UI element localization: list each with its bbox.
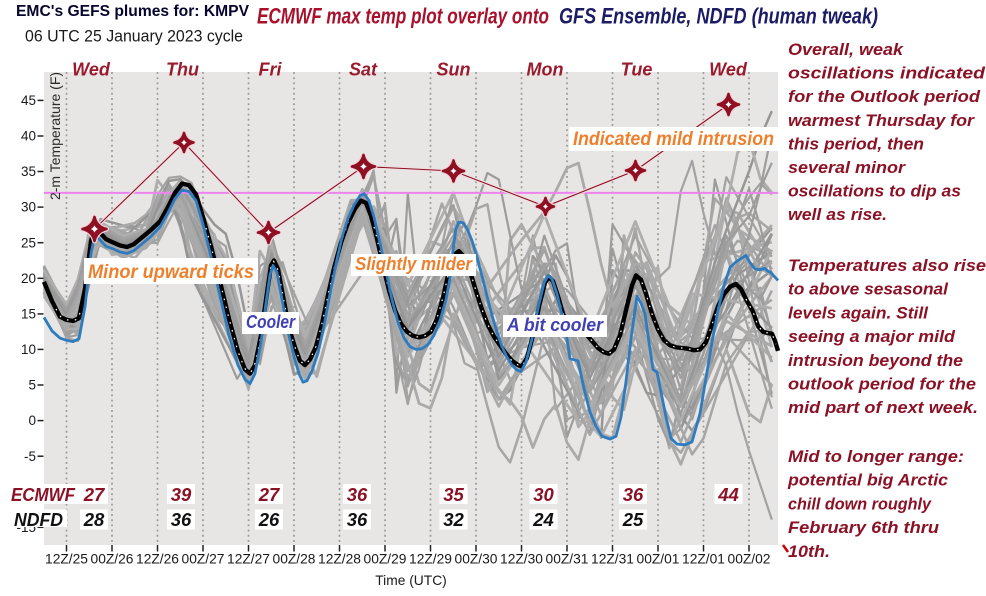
- svg-text:00Z/30: 00Z/30: [455, 552, 498, 567]
- svg-text:NDFD: NDFD: [14, 509, 63, 530]
- svg-text:Time (UTC): Time (UTC): [375, 573, 447, 588]
- svg-text:Slightly milder: Slightly milder: [355, 254, 473, 275]
- svg-text:12Z/27: 12Z/27: [227, 552, 270, 567]
- svg-text:20: 20: [21, 271, 36, 286]
- svg-text:24: 24: [532, 509, 554, 530]
- svg-text:Minor upward ticks: Minor upward ticks: [88, 262, 254, 283]
- svg-text:A bit cooler: A bit cooler: [506, 315, 604, 336]
- svg-text:12Z/29: 12Z/29: [409, 552, 452, 567]
- svg-text:00Z/02: 00Z/02: [728, 552, 771, 567]
- svg-text:ECMWF: ECMWF: [11, 484, 76, 505]
- svg-text:this period, then: this period, then: [788, 135, 924, 153]
- svg-text:12Z/25: 12Z/25: [45, 552, 88, 567]
- svg-text:Wed: Wed: [72, 60, 111, 80]
- svg-text:36: 36: [347, 484, 368, 505]
- svg-text:27: 27: [258, 484, 281, 505]
- svg-text:Tue: Tue: [621, 60, 653, 80]
- svg-text:GFS Ensemble, NDFD (human twea: GFS Ensemble, NDFD (human tweak): [559, 4, 878, 29]
- svg-text:39: 39: [171, 484, 192, 505]
- svg-text:for the Outlook period: for the Outlook period: [788, 88, 981, 106]
- svg-text:oscillations indicated: oscillations indicated: [788, 65, 986, 83]
- svg-text:Mon: Mon: [527, 60, 564, 80]
- svg-text:30: 30: [533, 484, 554, 505]
- svg-text:15: 15: [21, 307, 36, 322]
- svg-text:warmest Thursday for: warmest Thursday for: [788, 112, 976, 130]
- svg-text:12Z/28: 12Z/28: [318, 552, 361, 567]
- svg-text:27: 27: [83, 484, 106, 505]
- svg-text:Indicated mild intrusion: Indicated mild intrusion: [573, 129, 774, 150]
- svg-text:36: 36: [347, 509, 368, 530]
- svg-text:several minor: several minor: [788, 159, 907, 177]
- svg-text:Mid to longer range:: Mid to longer range:: [788, 448, 964, 466]
- svg-text:ECMWF max temp plot overlay on: ECMWF max temp plot overlay onto: [257, 4, 549, 29]
- svg-text:intrusion beyond the: intrusion beyond the: [788, 352, 963, 370]
- svg-text:00Z/01: 00Z/01: [637, 552, 680, 567]
- svg-text:Fri: Fri: [258, 60, 282, 80]
- svg-text:potential big Arctic: potential big Arctic: [787, 472, 948, 490]
- svg-text:10th.: 10th.: [788, 543, 830, 561]
- svg-text:12Z/30: 12Z/30: [500, 552, 543, 567]
- svg-text:Overall, weak: Overall, weak: [788, 41, 904, 59]
- svg-text:levels again. Still: levels again. Still: [788, 304, 928, 322]
- svg-text:12Z/31: 12Z/31: [591, 552, 634, 567]
- svg-text:mid part of next week.: mid part of next week.: [788, 399, 978, 417]
- svg-text:2-m Temperature (F): 2-m Temperature (F): [47, 72, 63, 200]
- svg-text:25: 25: [21, 235, 36, 250]
- svg-text:Thu: Thu: [166, 60, 199, 80]
- svg-text:00Z/29: 00Z/29: [364, 552, 407, 567]
- svg-text:36: 36: [623, 484, 644, 505]
- svg-text:Cooler: Cooler: [246, 312, 296, 333]
- svg-text:00Z/31: 00Z/31: [546, 552, 589, 567]
- svg-text:45: 45: [21, 93, 36, 108]
- svg-text:25: 25: [622, 509, 644, 530]
- svg-text:28: 28: [83, 509, 105, 530]
- svg-text:00Z/26: 00Z/26: [91, 552, 134, 567]
- svg-text:35: 35: [21, 164, 36, 179]
- svg-text:EMC's GEFS plumes for: KMPV: EMC's GEFS plumes for: KMPV: [16, 3, 250, 20]
- svg-text:26: 26: [258, 509, 280, 530]
- svg-text:35: 35: [443, 484, 464, 505]
- svg-text:Sun: Sun: [437, 60, 471, 80]
- svg-text:12Z/01: 12Z/01: [682, 552, 725, 567]
- svg-text:oscillations to dip as: oscillations to dip as: [788, 183, 961, 201]
- svg-text:00Z/28: 00Z/28: [273, 552, 316, 567]
- svg-text:00Z/27: 00Z/27: [182, 552, 225, 567]
- svg-text:February 6th thru: February 6th thru: [788, 519, 939, 537]
- svg-text:0: 0: [28, 413, 36, 428]
- svg-text:30: 30: [21, 200, 36, 215]
- svg-text:well as rise.: well as rise.: [788, 206, 887, 224]
- svg-text:36: 36: [171, 509, 192, 530]
- svg-text:chill down roughly: chill down roughly: [788, 495, 932, 513]
- svg-text:12Z/26: 12Z/26: [136, 552, 179, 567]
- svg-text:44: 44: [717, 484, 739, 505]
- svg-text:32: 32: [443, 509, 464, 530]
- svg-text:Temperatures also rise: Temperatures also rise: [788, 257, 986, 275]
- svg-text:40: 40: [21, 129, 36, 144]
- svg-text:Wed: Wed: [709, 60, 748, 80]
- svg-text:outlook period for the: outlook period for the: [788, 376, 976, 394]
- svg-text:10: 10: [21, 342, 36, 357]
- svg-text:Sat: Sat: [349, 60, 378, 80]
- svg-text:06 UTC 25 January 2023 cycle: 06 UTC 25 January 2023 cycle: [25, 27, 243, 46]
- svg-text:to above sesasonal: to above sesasonal: [788, 281, 948, 299]
- svg-text:5: 5: [28, 378, 36, 393]
- svg-text:seeing a major mild: seeing a major mild: [788, 328, 956, 346]
- svg-text:-5: -5: [24, 449, 36, 464]
